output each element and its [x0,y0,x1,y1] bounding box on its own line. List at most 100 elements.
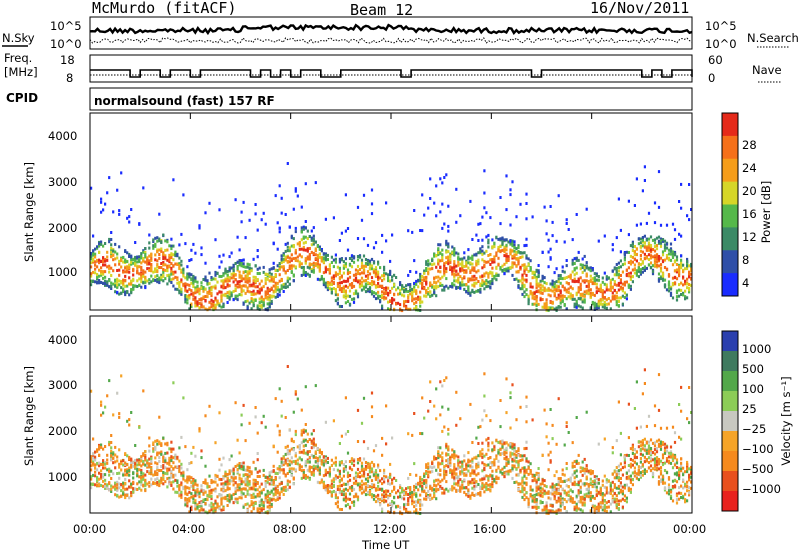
power-cell [338,285,341,289]
power-cell [451,251,454,255]
power-cell [599,298,602,302]
power-cell [505,252,508,256]
velocity-cell [158,442,161,446]
power-cell [348,257,352,260]
velocity-cell [140,457,143,461]
power-cell [493,258,496,262]
velocity-cell [170,475,173,479]
power-cell [413,285,416,289]
power-cell [649,265,653,269]
power-cell [457,276,460,280]
velocity-cell [170,465,173,469]
power-cell [581,270,584,274]
velocity-cell [128,479,131,483]
power-cell [110,246,113,250]
power-cell [545,282,548,286]
velocity-cell [254,406,257,409]
power-cell [481,249,484,253]
power-cell [467,288,470,292]
velocity-cell [158,484,161,488]
velocity-cell [304,451,307,455]
velocity-cell [208,503,211,507]
power-cell [292,257,295,261]
power-cell [250,283,253,287]
power-cell [439,270,442,274]
power-cell [497,256,500,260]
velocity-cell [142,460,145,463]
power-cell [491,245,494,249]
power-cell [673,281,677,285]
power-cell [487,233,490,237]
power-cell [254,275,257,279]
power-cell [571,270,574,274]
power-cell [663,278,667,282]
power-cell [316,244,319,248]
power-cell [579,297,582,301]
power-cb-tick-24: 24 [742,161,757,175]
power-cell [312,261,315,265]
velocity-cell [96,468,99,472]
power-cell [477,239,480,242]
velocity-cell [178,486,181,490]
velocity-cell [246,475,249,479]
power-cell [551,234,554,238]
velocity-cell [342,488,345,492]
power-cell [531,285,534,289]
power-cell [124,290,127,294]
power-cell [140,280,143,284]
velocity-cell [268,491,271,495]
power-cell [495,251,498,255]
power-cell [210,288,213,292]
power-cell [236,282,239,286]
velocity-cell [128,418,131,422]
power-cell [182,274,185,278]
power-colorbar-frame [721,112,739,297]
power-cell [385,272,388,276]
velocity-cell [164,459,167,463]
velocity-cell [350,488,354,492]
velocity-cell [184,488,187,492]
power-cell [338,304,341,308]
velocity-panel: 4000 3000 2000 1000 Slant Range [km] 100… [22,315,793,516]
power-cell [461,267,464,271]
power-cell [340,274,343,278]
power-cell [645,266,648,270]
power-cell [651,255,655,259]
power-cell [240,274,243,278]
power-colorbar-segment [722,227,738,251]
power-cell [487,241,490,245]
power-cell [118,283,121,287]
power-y-label: Slant Range [km] [22,162,36,262]
velocity-cell [264,475,267,479]
power-cell [563,288,566,292]
velocity-cell [324,470,327,474]
velocity-cell [180,490,183,494]
power-cell [122,287,125,291]
power-cell [665,254,669,257]
power-cell [142,269,145,273]
power-cell [320,259,323,263]
velocity-cell [310,439,313,443]
power-cell [433,280,436,284]
power-cell [421,284,424,288]
power-cell [515,270,518,274]
power-cell [246,274,249,278]
velocity-cell [130,411,133,414]
velocity-cell [272,480,275,484]
velocity-cell [290,437,293,441]
power-cell [563,276,566,280]
power-cell [381,293,384,297]
velocity-cell [322,463,325,467]
power-cell [483,169,486,173]
power-cell [172,272,175,276]
power-cell [262,299,265,303]
power-cell [242,262,245,266]
velocity-cell [114,460,117,464]
velocity-cell [180,462,183,466]
power-cell [463,265,466,268]
velocity-cell [218,493,221,497]
power-cell [479,287,482,291]
velocity-cell [324,472,327,476]
power-cell [551,279,554,283]
power-cell [350,285,354,289]
